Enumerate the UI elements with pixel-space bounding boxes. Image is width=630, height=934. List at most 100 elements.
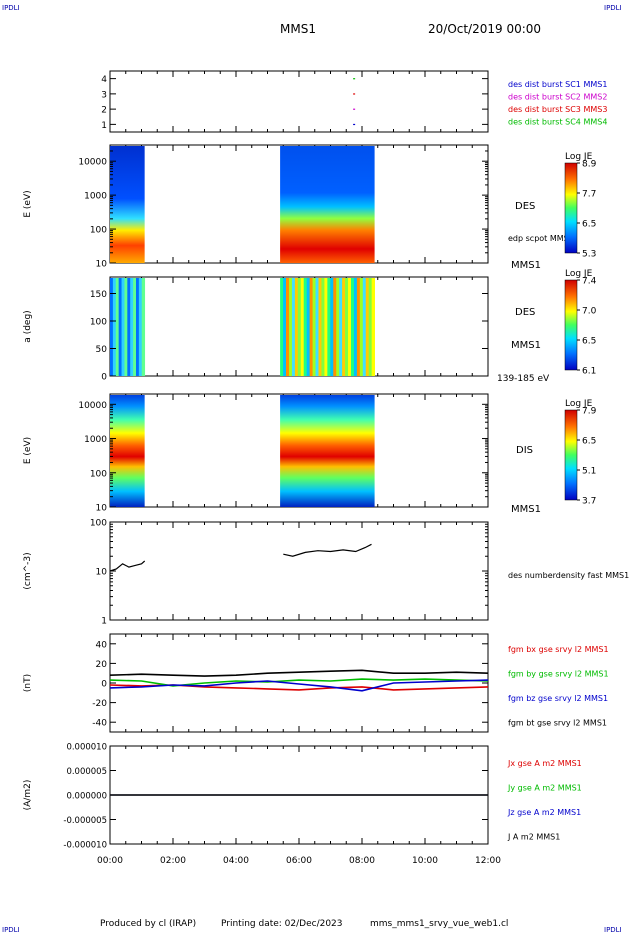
des-pitch-cell <box>350 278 355 376</box>
y-tick-label: 0 <box>101 373 107 383</box>
x-tick-label: 04:00 <box>223 856 249 866</box>
des-pitch-cell <box>121 278 125 376</box>
x-tick-label: 02:00 <box>160 856 186 866</box>
legend-burst-1: des dist burst SC1 MMS1 <box>508 80 607 89</box>
des-pitch-cell <box>291 278 296 376</box>
des-energy-colorbar-tick-label: 5.3 <box>582 250 596 260</box>
des-pitch-cell <box>327 278 331 376</box>
y-tick-label: 0 <box>101 680 107 690</box>
y-tick-label: 40 <box>96 640 108 650</box>
legend-current-blue: Jz gse A m2 MMS1 <box>507 808 581 817</box>
des-pitch-cell <box>288 278 293 376</box>
des-pitch-cell <box>345 278 349 376</box>
des-pitch-cell <box>368 278 373 376</box>
des-energy-colorbar-tick-label: 7.7 <box>582 190 596 200</box>
fgm-line-black <box>109 669 489 677</box>
des-pitch-cell <box>133 278 137 376</box>
legend-current-green: Jy gse A m2 MMS1 <box>507 784 582 793</box>
des-pitch-cell <box>294 278 299 376</box>
dis-energy-block-1 <box>110 395 145 507</box>
header-mission: MMS1 <box>280 22 316 36</box>
dis-energy-colorbar-tick-label: 7.9 <box>582 407 597 417</box>
y-tick-label: 20 <box>96 660 108 670</box>
dis-energy-colorbar-title: Log JE <box>565 399 593 409</box>
des-energy-block-2 <box>280 146 375 263</box>
des-pitch-cell <box>127 278 131 376</box>
des-energy-ylabel: E (eV) <box>23 190 33 217</box>
legend-burst-2: des dist burst SC2 MMS2 <box>508 93 607 102</box>
y-tick-label: 10 <box>96 260 108 270</box>
des-pitch-label: DES <box>515 307 535 318</box>
y-tick-label: 3 <box>101 90 107 100</box>
des-pitch-cell <box>138 278 143 376</box>
density-ylabel: (cm^-3) <box>23 552 33 589</box>
y-tick-label: 10000 <box>78 401 107 411</box>
des-energy-label: DES <box>515 201 535 212</box>
des-pitch-cell <box>141 278 146 376</box>
legend-current-red: Jx gse A m2 MMS1 <box>507 759 582 768</box>
y-tick-label: 100 <box>90 226 107 236</box>
des-pitch-ylabel: a (deg) <box>23 310 33 342</box>
y-tick-label: 50 <box>96 345 108 355</box>
des-pitch-colorbar-tick-label: 6.5 <box>582 337 596 347</box>
des-pitch-cell <box>130 278 134 376</box>
dis-energy-ylabel: E (eV) <box>23 437 33 464</box>
des-pitch-extra: 139-185 eV <box>497 374 550 384</box>
y-tick-label: 10 <box>96 568 108 578</box>
des-pitch-cell <box>348 278 352 376</box>
footer-produced: Produced by cl (IRAP) <box>100 919 197 929</box>
des-pitch-cell <box>112 278 117 376</box>
header-corner-tr: IPDLI <box>604 4 622 12</box>
des-pitch-cell <box>333 278 337 376</box>
des-pitch-cell <box>280 278 284 376</box>
des-pitch-cell <box>283 278 287 376</box>
legend-fgm-black: fgm bt gse srvy l2 MMS1 <box>508 719 607 728</box>
x-tick-label: 06:00 <box>286 856 312 866</box>
des-energy-sub: MMS1 <box>511 260 541 271</box>
des-pitch-cell <box>365 278 370 376</box>
des-pitch-colorbar-tick-label: 7.0 <box>582 307 597 317</box>
des-pitch-cell <box>353 278 358 376</box>
des-energy-colorbar <box>564 162 578 254</box>
y-tick-label: 2 <box>101 106 107 116</box>
des-pitch-cell <box>339 278 343 376</box>
panel-frame-6 <box>109 633 489 733</box>
burst-mark-magenta <box>353 108 356 110</box>
des-pitch-cell <box>115 278 120 376</box>
x-tick-label: 08:00 <box>349 856 375 866</box>
footer-file: mms_mms1_srvy_vue_web1.cl <box>370 919 509 929</box>
x-tick-label: 12:00 <box>475 856 501 866</box>
burst-mark-green <box>353 78 356 80</box>
y-tick-label: 4 <box>101 75 107 85</box>
burst-mark-blue <box>353 123 356 126</box>
footer-printing: Printing date: 02/Dec/2023 <box>221 919 343 929</box>
dis-energy-colorbar <box>564 409 578 501</box>
des-pitch-colorbar-tick-label: 6.1 <box>582 367 596 377</box>
des-energy-colorbar-tick-label: 6.5 <box>582 220 596 230</box>
des-pitch-cell <box>309 278 313 376</box>
y-tick-label: -40 <box>92 719 107 729</box>
des-pitch-cell <box>297 278 302 376</box>
x-tick-label: 00:00 <box>97 856 123 866</box>
des-pitch-colorbar-title: Log JE <box>565 269 593 279</box>
legend-density: des numberdensity fast MMS1 <box>508 571 629 580</box>
des-pitch-cell <box>315 278 319 376</box>
y-tick-label: 100 <box>90 469 107 479</box>
footer-corner-br: IPDLI <box>604 926 622 934</box>
y-tick-label: 1000 <box>84 435 107 445</box>
des-pitch-sub: MMS1 <box>511 340 541 351</box>
fgm-line-green <box>109 678 489 687</box>
density-line-seg-1 <box>109 560 146 572</box>
des-pitch-cell <box>321 278 325 376</box>
header-corner-tl: IPDLI <box>2 4 20 12</box>
panel-frame-5 <box>109 521 489 621</box>
y-tick-label: 0.000010 <box>66 743 107 753</box>
des-pitch-cell <box>359 278 364 376</box>
fgm-line-blue <box>109 679 489 692</box>
legend-burst-4: des dist burst SC4 MMS4 <box>508 118 607 127</box>
legend-burst-3: des dist burst SC3 MMS3 <box>508 105 607 114</box>
dis-energy-colorbar-tick-label: 6.5 <box>582 437 596 447</box>
des-pitch-cell <box>342 278 346 376</box>
dis-energy-colorbar-tick-label: 3.7 <box>582 497 596 507</box>
